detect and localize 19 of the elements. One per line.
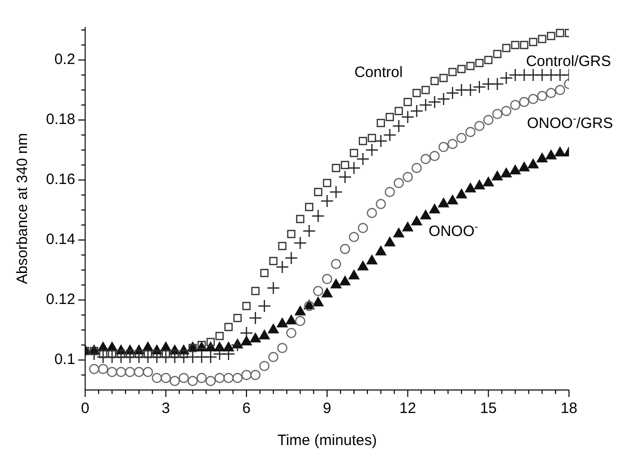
x-tick-label: 6 xyxy=(242,400,251,418)
x-tick-label: 9 xyxy=(322,400,332,418)
x-tick-label: 18 xyxy=(560,400,578,418)
y-tick-label: 0.1 xyxy=(54,351,76,368)
series-label: ONOO-/GRS xyxy=(526,113,614,132)
series-label: ONOO- xyxy=(428,221,479,240)
y-tick-label: 0.16 xyxy=(46,171,76,188)
y-tick-label: 0.12 xyxy=(46,291,76,308)
y-tick-label: 0.18 xyxy=(46,111,76,128)
x-tick-label: 3 xyxy=(162,400,170,418)
series-label: Control/GRS xyxy=(526,53,612,70)
series-label: Control xyxy=(354,64,403,81)
x-tick-label: 0 xyxy=(81,400,90,418)
y-tick-label: 0.14 xyxy=(46,231,76,248)
y-axis-title: Absorbance at 340 nm xyxy=(14,133,32,284)
y-tick-label: 0.2 xyxy=(54,51,76,68)
x-axis-title: Time (minutes) xyxy=(277,432,377,450)
x-tick-label: 15 xyxy=(480,400,497,418)
x-tick-label: 12 xyxy=(399,400,416,418)
